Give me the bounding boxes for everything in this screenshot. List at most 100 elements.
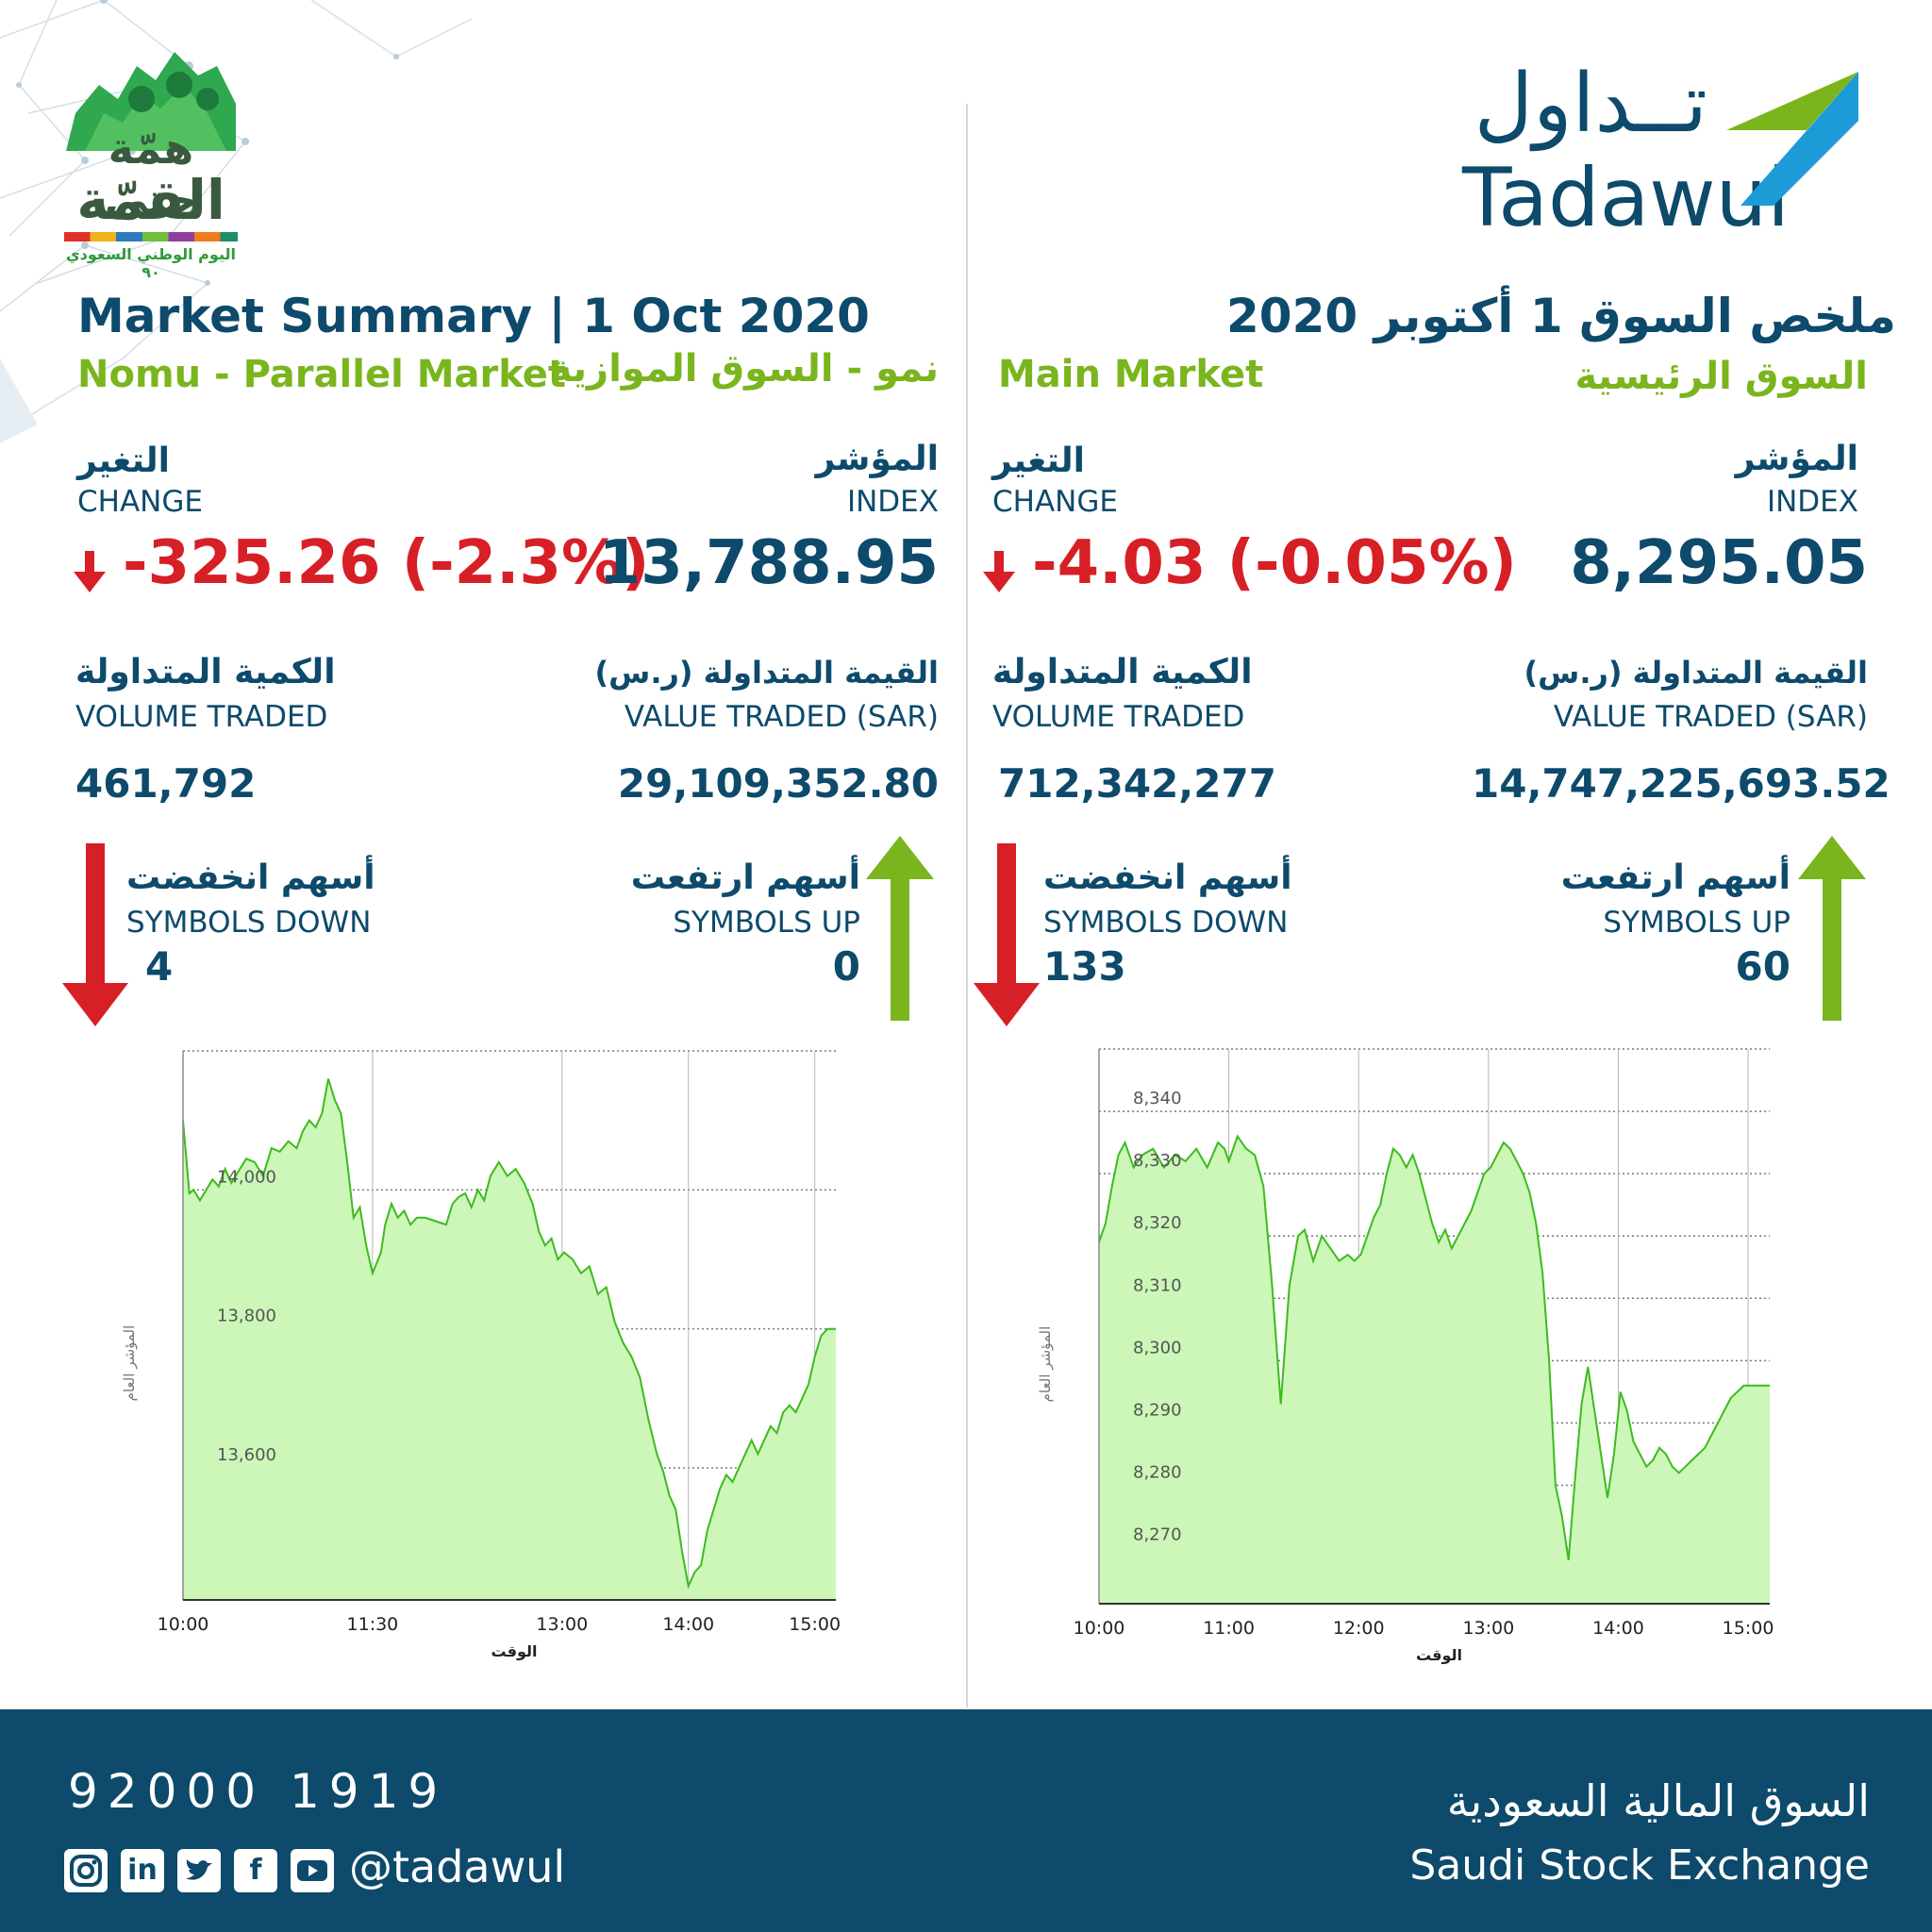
nomu-index-value: 13,788.95 <box>598 528 939 598</box>
main-chart-x-tick-label: 15:00 <box>1723 1618 1774 1639</box>
main-chart-y-tick-label: 8,290 <box>1133 1400 1182 1420</box>
nomu-chart-x-axis-title: الوقت <box>491 1642 538 1660</box>
instagram-icon[interactable] <box>64 1849 108 1892</box>
nomu-chart-x-tick-label: 13:00 <box>536 1614 588 1635</box>
nomu-change-label-en: CHANGE <box>77 485 203 519</box>
main-chart-y-tick-label: 8,310 <box>1133 1275 1182 1295</box>
main-symbols-down-arrow-icon <box>974 843 1040 1026</box>
twitter-icon[interactable] <box>177 1849 221 1892</box>
nomu-chart-x-tick-label: 15:00 <box>789 1614 841 1635</box>
logo-arabic-text: تــداول <box>1474 57 1707 151</box>
tadawul-logo: تــداول Tadawul <box>1443 57 1877 245</box>
main-symbols-up-label-en: SYMBOLS UP <box>1603 906 1790 940</box>
main-chart-x-tick-label: 13:00 <box>1462 1618 1514 1639</box>
nomu-chart-series-line <box>182 1078 836 1590</box>
main-change-down-arrow-icon <box>983 551 1015 596</box>
main-chart-y-tick-label: 8,270 <box>1133 1525 1182 1545</box>
nomu-index-label-en: INDEX <box>846 485 939 519</box>
main-index-chart: 8,270 8,280 8,290 8,300 8,310 8,320 8,330 8,340… <box>1037 1048 1774 1664</box>
nomu-value-value: 29,109,352.80 <box>617 760 939 807</box>
nomu-chart-y-tick-label: 14,000 <box>217 1167 276 1187</box>
nomu-chart-x-tick-label: 10:00 <box>158 1614 209 1635</box>
nomu-symbols-up-value: 0 <box>832 943 860 990</box>
nomu-volume-label-ar: الكمية المتداولة <box>75 653 336 691</box>
logo-latin-text: Tadawul <box>1462 151 1790 245</box>
main-title: ملخص السوق 1 أكتوبر 2020 <box>1226 289 1896 343</box>
footer-social-handle[interactable]: @tadawul <box>349 1841 566 1892</box>
main-value-label-en: VALUE TRADED (SAR) <box>1553 700 1868 734</box>
nomu-chart-area-fill <box>183 1078 836 1600</box>
badge-caption: اليوم الوطني السعودي ٩٠ <box>66 245 236 281</box>
nomu-value-label-ar: القيمة المتداولة (ر.س) <box>594 655 939 691</box>
nomu-symbols-down-label-en: SYMBOLS DOWN <box>126 906 372 940</box>
main-symbols-up-value: 60 <box>1735 943 1790 990</box>
main-change-label-ar: التغير <box>992 441 1085 480</box>
main-symbols-up-arrow-icon <box>1798 836 1866 1021</box>
main-chart-y-tick-label: 8,340 <box>1133 1089 1182 1108</box>
footer-bar: 92000 1919 in f @tadawul السوق المالية ا… <box>0 1709 1932 1932</box>
main-chart-x-tick-label: 10:00 <box>1074 1618 1125 1639</box>
nomu-symbols-down-arrow-icon <box>62 843 128 1026</box>
main-chart-y-tick-label: 8,320 <box>1133 1213 1182 1233</box>
national-day-badge: همّة حتى القمّة اليوم الوطني السعودي ٩٠ <box>57 47 245 281</box>
nomu-change-label-ar: التغير <box>77 441 170 480</box>
main-index-label-en: INDEX <box>1766 485 1858 519</box>
logo-triangle-mark <box>1726 72 1858 206</box>
nomu-symbols-up-label-en: SYMBOLS UP <box>673 906 860 940</box>
main-chart-y-axis-title: المؤشر العام <box>1037 1326 1054 1403</box>
main-chart-y-tick-label: 8,330 <box>1133 1151 1182 1171</box>
main-change-value: -4.03 (-0.05%) <box>1032 528 1517 598</box>
mountain-portraits-graphic <box>66 52 236 151</box>
linkedin-icon[interactable]: in <box>121 1849 164 1892</box>
nomu-change-down-arrow-icon <box>74 551 106 596</box>
main-change-label-en: CHANGE <box>992 485 1118 519</box>
nomu-change-value: -325.26 (-2.3%) <box>123 528 650 598</box>
badge-line1: همّة حتى <box>104 123 198 225</box>
nomu-subtitle-en: Nomu - Parallel Market <box>77 353 567 396</box>
facebook-icon[interactable]: f <box>234 1849 277 1892</box>
main-chart-y-tick-label: 8,280 <box>1133 1462 1182 1482</box>
main-volume-label-ar: الكمية المتداولة <box>992 653 1253 691</box>
main-chart-series-line <box>1098 1134 1770 1560</box>
main-chart-x-tick-label: 14:00 <box>1592 1618 1644 1639</box>
nomu-symbols-up-arrow-icon <box>866 836 934 1021</box>
main-value-label-ar: القيمة المتداولة (ر.س) <box>1524 655 1868 691</box>
nomu-chart-x-tick-label: 14:00 <box>662 1614 714 1635</box>
main-index-value: 8,295.05 <box>1570 528 1868 598</box>
nomu-chart-y-tick-label: 13,600 <box>217 1445 276 1465</box>
nomu-chart-x-tick-label: 11:30 <box>347 1614 399 1635</box>
column-divider <box>966 104 968 1707</box>
main-symbols-down-value: 133 <box>1043 943 1126 990</box>
main-volume-label-en: VOLUME TRADED <box>992 700 1245 734</box>
nomu-title: Market Summary | 1 Oct 2020 <box>77 289 870 343</box>
footer-exchange-name-en: Saudi Stock Exchange <box>1409 1841 1870 1890</box>
nomu-index-chart: 13,600 13,800 14,000 10:00 11:30 13:00 14:00 15… <box>121 1050 841 1660</box>
nomu-symbols-down-label-ar: أسهم انخفضت <box>126 858 375 897</box>
main-volume-value: 712,342,277 <box>998 760 1276 807</box>
main-index-label-ar: المؤشر <box>1735 440 1858 478</box>
main-subtitle-ar: السوق الرئيسية <box>1574 355 1868 398</box>
footer-exchange-name-ar: السوق المالية السعودية <box>1446 1775 1870 1826</box>
nomu-volume-label-en: VOLUME TRADED <box>75 700 328 734</box>
nomu-subtitle-ar: نمو - السوق الموازية <box>549 347 939 391</box>
nomu-chart-y-axis-title: المؤشر العام <box>121 1325 138 1402</box>
nomu-value-label-en: VALUE TRADED (SAR) <box>624 700 939 734</box>
nomu-volume-value: 461,792 <box>75 760 257 807</box>
main-chart-area-fill <box>1099 1136 1770 1604</box>
main-chart-x-tick-label: 11:00 <box>1203 1618 1255 1639</box>
main-chart-x-tick-label: 12:00 <box>1333 1618 1385 1639</box>
badge-color-strip <box>64 232 238 242</box>
main-symbols-down-label-ar: أسهم انخفضت <box>1043 858 1292 897</box>
main-chart-y-tick-label: 8,300 <box>1133 1338 1182 1357</box>
nomu-symbols-up-label-ar: أسهم ارتفعت <box>630 858 860 897</box>
badge-line2: القمّة <box>76 168 225 232</box>
nomu-symbols-down-value: 4 <box>145 943 174 990</box>
main-symbols-down-label-en: SYMBOLS DOWN <box>1043 906 1289 940</box>
nomu-chart-y-tick-label: 13,800 <box>217 1307 276 1326</box>
main-subtitle-en: Main Market <box>998 353 1264 396</box>
footer-phone-number: 92000 1919 <box>68 1764 448 1819</box>
nomu-index-label-ar: المؤشر <box>815 440 939 478</box>
main-value-value: 14,747,225,693.52 <box>1472 760 1890 807</box>
main-chart-x-axis-title: الوقت <box>1416 1646 1462 1664</box>
youtube-icon[interactable] <box>291 1849 334 1892</box>
